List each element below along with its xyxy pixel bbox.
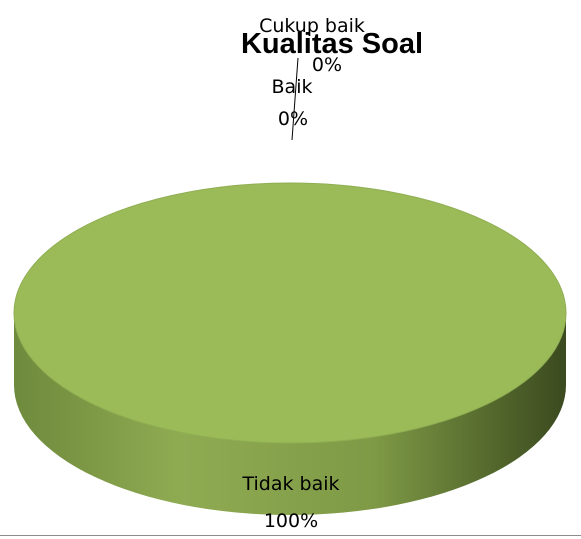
data-label-tidak-baik: Tidak baik (241, 473, 339, 495)
leader-line (291, 57, 299, 141)
data-label-cukup-baik: Cukup baik (259, 15, 365, 37)
pie-slice-tidak-baik (13, 182, 567, 444)
data-value-tidak-baik: 100% (264, 510, 318, 532)
data-value-baik: 0% (278, 108, 308, 130)
chart-title: Kualitas Soal (241, 28, 423, 60)
data-value-cukup-baik: 0% (312, 54, 342, 76)
bottom-border (0, 535, 581, 536)
pie-side-wall (14, 313, 566, 515)
data-label-baik: Baik (272, 76, 313, 98)
